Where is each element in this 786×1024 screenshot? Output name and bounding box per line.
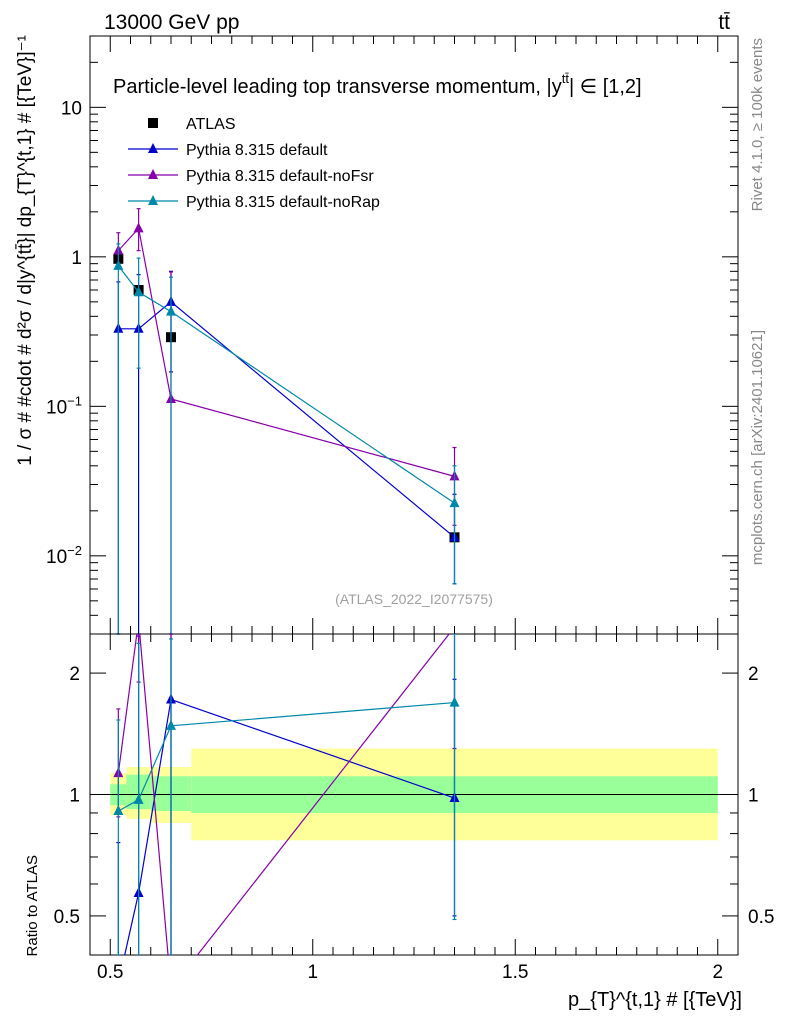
legend-marker-norap	[148, 195, 158, 205]
ratio-y-tick-label-right: 2	[748, 664, 759, 685]
noRap-main-point	[166, 305, 176, 316]
legend-marker-default	[148, 143, 158, 153]
energy-label: 13000 GeV pp	[104, 11, 239, 34]
plot-title: Particle-level leading top transverse mo…	[113, 71, 642, 98]
ratio-y-tick-label-left: 0.5	[54, 907, 80, 928]
noRap-main-line	[117, 265, 455, 504]
rivet-version-label: Rivet 4.1.0, ≥ 100k events	[749, 38, 766, 211]
ratio-y-tick-label-left: 2	[69, 664, 80, 685]
ratio-y-tick-label-right: 0.5	[748, 907, 774, 928]
noRap-ratio-point	[449, 696, 460, 707]
legend-marker-nofsr	[148, 169, 158, 179]
ratio-series-group	[113, 634, 460, 955]
noRap-main-point	[113, 259, 124, 270]
noRap-main-point	[449, 497, 460, 508]
ratio-y-tick-label-left: 1	[69, 786, 80, 807]
noFsr-main-line	[117, 227, 455, 477]
legend-label-atlas: ATLAS	[186, 116, 236, 133]
ratio-panel: 2 2 1 1 0.5 0.5 0.5 1 1.5 2	[54, 633, 774, 983]
main-y-tick-label: 10−2	[46, 543, 82, 568]
main-y-tick-label: 1	[71, 248, 82, 269]
x-axis-title: p_{T}^{t,1} # [{TeV}]	[568, 989, 742, 1011]
noRap-ratio-line	[118, 701, 455, 812]
x-tick-label: 0.5	[97, 962, 123, 983]
default-ratio-line	[124, 698, 455, 955]
noRap-main-point	[133, 286, 144, 297]
main-y-tick-label: 10−1	[46, 393, 82, 418]
legend-label-nofsr: Pythia 8.315 default-noFsr	[186, 168, 374, 185]
legend: ATLAS Pythia 8.315 default Pythia 8.315 …	[128, 116, 380, 211]
legend-label-norap: Pythia 8.315 default-noRap	[186, 194, 380, 211]
noFsr-main-point	[133, 222, 144, 233]
main-y-axis-title: 1 / σ # #cdot # d²σ / d|y^{tt̄}| dp_{T}^…	[15, 35, 36, 466]
plot-title-main: Particle-level leading top transverse mo…	[113, 76, 562, 98]
legend-marker-atlas	[148, 118, 158, 128]
plot-title-tail: | ∈ [1,2]	[569, 76, 642, 98]
noRap-ratio-point	[166, 719, 176, 730]
ratio-y-tick-label-right: 1	[748, 786, 759, 807]
x-tick-label: 2	[712, 962, 723, 983]
noRap-ratio-point	[113, 805, 124, 816]
noRap-ratio-point	[133, 793, 144, 804]
legend-label-default: Pythia 8.315 default	[186, 142, 328, 159]
main-panel-marks	[113, 208, 460, 635]
mcplots-label: mcplots.cern.ch [arXiv:2401.10621]	[749, 330, 766, 565]
analysis-watermark: (ATLAS_2022_I2077575)	[335, 591, 493, 607]
x-tick-label: 1.5	[502, 962, 528, 983]
plot-title-sup: tt̄	[562, 71, 570, 86]
noFsr-ratio-line	[117, 634, 450, 955]
ratio-y-axis-title: Ratio to ATLAS	[24, 855, 41, 956]
main-y-tick-label: 10	[61, 98, 82, 119]
x-tick-label: 1	[307, 962, 318, 983]
ratio-panel-marks	[113, 634, 460, 955]
process-label: tt̄	[718, 11, 730, 34]
